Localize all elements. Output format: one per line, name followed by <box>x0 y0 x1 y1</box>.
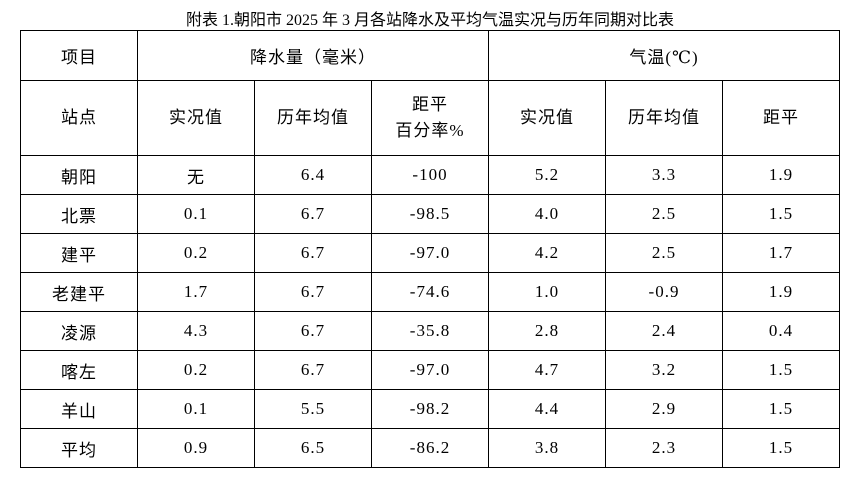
cell: 4.7 <box>488 350 607 390</box>
data-row: 平均 0.9 6.5 -86.2 3.8 2.3 1.5 <box>20 428 841 468</box>
data-row: 建平 0.2 6.7 -97.0 4.2 2.5 1.7 <box>20 233 841 273</box>
cell: -100 <box>370 155 490 195</box>
cell: 2.5 <box>605 233 724 273</box>
cell: 3.8 <box>488 428 607 468</box>
data-row: 老建平 1.7 6.7 -74.6 1.0 -0.9 1.9 <box>20 272 841 312</box>
header-cell: 实况值 <box>488 80 607 156</box>
cell: 1.9 <box>722 272 841 312</box>
cell: 羊山 <box>20 389 138 429</box>
header-line: 距平 <box>412 95 448 114</box>
cell: 1.7 <box>722 233 841 273</box>
cell: 1.5 <box>722 350 841 390</box>
table-title: 附表 1.朝阳市 2025 年 3 月各站降水及平均气温实况与历年同期对比表 <box>185 12 674 29</box>
cell: 0.2 <box>137 350 255 390</box>
cell: -35.8 <box>370 311 490 351</box>
data-row: 羊山 0.1 5.5 -98.2 4.4 2.9 1.5 <box>20 389 841 429</box>
data-row: 朝阳无 6.4 -100 5.2 3.3 1.9 <box>20 155 841 195</box>
cell: 1.9 <box>722 155 841 195</box>
header-cell: 距平 <box>722 80 841 156</box>
cell: 0.2 <box>137 233 255 273</box>
cell: 6.5 <box>254 428 372 468</box>
header-cell: 距平百分率% <box>370 80 490 156</box>
data-row: 凌源 4.3 6.7 -35.8 2.8 2.4 0.4 <box>20 311 841 351</box>
header-cell: 历年均值 <box>254 80 372 156</box>
header-cell: 站点 <box>20 80 138 156</box>
header-cell: 历年均值 <box>605 80 724 156</box>
cell: 0.9 <box>137 428 255 468</box>
cell: 凌源 <box>20 311 138 351</box>
cell: 4.3 <box>137 311 255 351</box>
header-row: 站点 实况值 历年均值 距平 百分率% 实况值 历年均值 距平 <box>20 80 841 156</box>
cell: 1.5 <box>722 194 841 234</box>
cell: 4.0 <box>488 194 607 234</box>
cell: 0.4 <box>722 311 841 351</box>
cell: 1.5 <box>722 389 841 429</box>
cell: 2.4 <box>605 311 724 351</box>
cell: -97.0 <box>370 233 490 273</box>
cell: -86.2 <box>370 428 490 468</box>
cell: -98.5 <box>370 194 490 234</box>
cell: -0.9 <box>605 272 724 312</box>
header-row: 项目 降水量（毫米） 气温(℃) <box>20 30 841 81</box>
cell: 6.7 <box>254 311 372 351</box>
cell: 3.3 <box>605 155 724 195</box>
cell: 北票 <box>20 194 138 234</box>
header-cell: 项目 <box>20 30 138 81</box>
cell: 平均 <box>20 428 138 468</box>
cell: 朝阳 <box>20 155 138 195</box>
cell: 0.1 <box>137 194 255 234</box>
cell: 5.2 <box>488 155 607 195</box>
cell: 喀左 <box>20 350 138 390</box>
cell: -98.2 <box>370 389 490 429</box>
cell: 0.1 <box>137 389 255 429</box>
header-line: 百分率% <box>395 121 465 140</box>
cell: 1.5 <box>722 428 841 468</box>
header-cell: 气温(℃) <box>488 30 841 81</box>
cell: 4.2 <box>488 233 607 273</box>
data-row: 喀左 0.2 6.7 -97.0 4.7 3.2 1.5 <box>20 350 841 390</box>
cell: 6.4 <box>254 155 372 195</box>
data-row: 北票 0.1 6.7 -98.5 4.0 2.5 1.5 <box>20 194 841 234</box>
cell: 建平 <box>20 233 138 273</box>
cell: 老建平 <box>20 272 138 312</box>
cell: 6.7 <box>254 350 372 390</box>
cell: 2.9 <box>605 389 724 429</box>
cell: 6.7 <box>254 272 372 312</box>
cell: 3.2 <box>605 350 724 390</box>
cell: 6.7 <box>254 194 372 234</box>
cell: 2.5 <box>605 194 724 234</box>
cell: 4.4 <box>488 389 607 429</box>
cell: -97.0 <box>370 350 490 390</box>
cell: 5.5 <box>254 389 372 429</box>
cell: -74.6 <box>370 272 490 312</box>
cell: 1.0 <box>488 272 607 312</box>
cell: 1.7 <box>137 272 255 312</box>
header-cell: 实况值 <box>137 80 255 156</box>
cell: 2.8 <box>488 311 607 351</box>
header-cell: 降水量（毫米） <box>136 30 490 81</box>
table: 项目 降水量（毫米） 气温(℃) 站点 实况值 历年均值 距平 百分率% 实况值 历年均值 距平 朝阳… <box>20 30 841 468</box>
cell: 2.3 <box>605 428 724 468</box>
cell: 无 <box>137 155 255 195</box>
cell: 6.7 <box>254 233 372 273</box>
